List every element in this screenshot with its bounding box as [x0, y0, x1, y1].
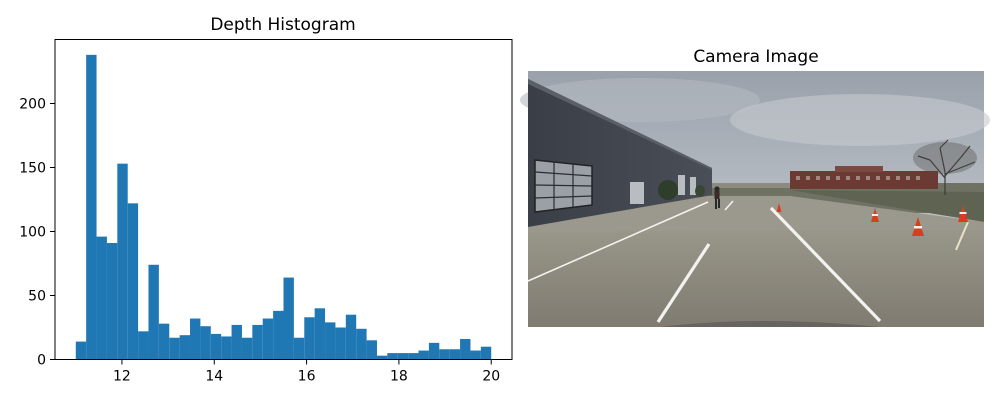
cyclist [714, 186, 720, 209]
histogram-bar [345, 314, 357, 360]
x-tick-label: 14 [205, 369, 223, 385]
y-tick-label: 150 [19, 161, 46, 177]
histogram-bar [408, 353, 419, 360]
histogram-bar [470, 350, 481, 360]
histogram-bar [200, 326, 211, 360]
histogram-bar [293, 337, 305, 360]
y-axis: 0 50 100 150 200 [19, 97, 55, 369]
histogram-bar [117, 163, 128, 360]
histogram-bar [262, 318, 274, 360]
histogram-bar [190, 318, 201, 360]
histogram-bar [106, 243, 118, 360]
histogram-bar [283, 277, 294, 360]
histogram-bars [75, 54, 492, 360]
traffic-cones [776, 203, 968, 236]
y-tick-label: 100 [19, 225, 46, 241]
histogram-bar [86, 54, 97, 360]
y-tick-label: 50 [28, 289, 46, 305]
x-tick-label: 16 [298, 369, 316, 385]
histogram-bar [387, 353, 398, 360]
histogram-bar [376, 355, 388, 360]
histogram-bar [179, 335, 191, 360]
histogram-bar [75, 341, 87, 360]
histogram-bar [366, 340, 377, 360]
plot-frame [54, 39, 513, 360]
histogram-bar [96, 236, 107, 360]
histogram-bar [138, 331, 149, 360]
camera-image [520, 71, 990, 327]
histogram-title: Depth Histogram [210, 15, 355, 35]
y-tick-label: 200 [19, 97, 46, 113]
histogram-bar [252, 324, 263, 360]
histogram-bar [480, 346, 492, 360]
histogram-bar [158, 323, 170, 360]
histogram-bar [241, 337, 253, 360]
histogram-bar [148, 264, 159, 360]
histogram-bar [304, 317, 315, 360]
histogram-bar [418, 350, 429, 360]
histogram-panel: Depth Histogram 12 14 16 18 20 0 50 100 150 200 [19, 15, 513, 385]
camera-title: Camera Image [693, 47, 818, 67]
histogram-bar [221, 336, 232, 360]
histogram-bar [460, 339, 471, 360]
histogram-bar [397, 353, 409, 360]
histogram-bar [439, 349, 450, 360]
x-tick-label: 20 [482, 369, 500, 385]
histogram-bar [314, 308, 326, 360]
camera-panel: Camera Image [520, 47, 990, 327]
x-tick-label: 18 [390, 369, 408, 385]
y-tick-label: 0 [37, 353, 46, 369]
x-axis: 12 14 16 18 20 [113, 359, 500, 385]
histogram-bar [231, 324, 242, 360]
histogram-bar [449, 349, 461, 360]
histogram-bar [335, 327, 346, 360]
x-tick-label: 12 [113, 369, 131, 385]
histogram-bar [210, 333, 222, 360]
histogram-bar [127, 203, 139, 360]
histogram-bar [325, 322, 336, 360]
histogram-bar [356, 328, 367, 360]
histogram-bar [428, 342, 440, 360]
histogram-bar [169, 337, 180, 360]
histogram-bar [273, 310, 284, 360]
